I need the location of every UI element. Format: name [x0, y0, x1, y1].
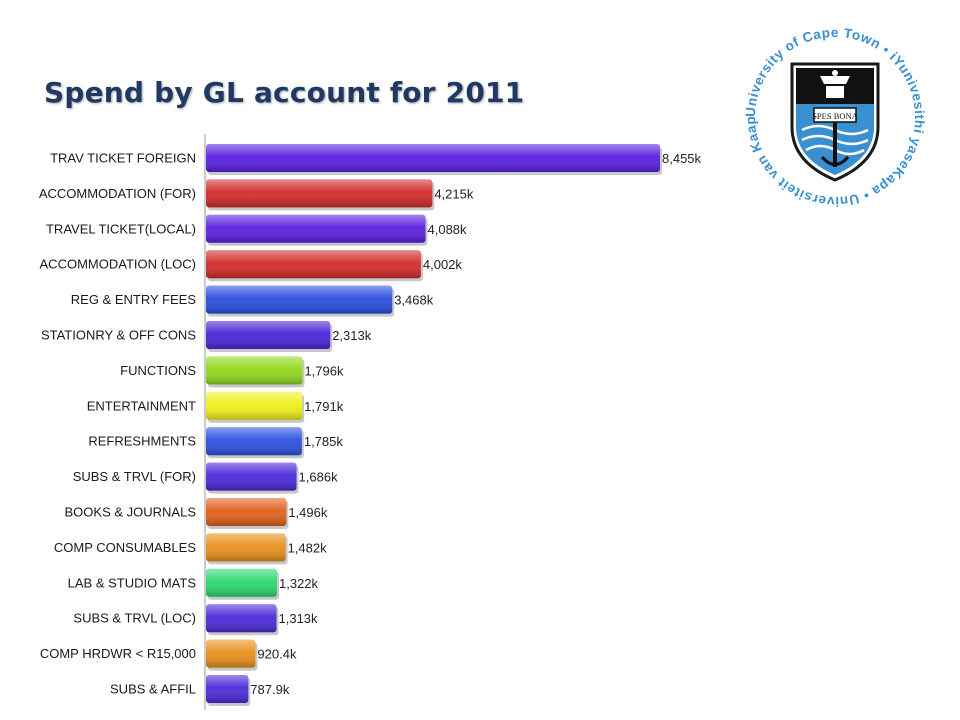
- bar-gloss: [206, 391, 303, 420]
- value-label: 1,686k: [299, 470, 339, 485]
- category-label: SUBS & AFFIL: [110, 682, 196, 697]
- value-label: 1,791k: [304, 399, 344, 414]
- category-label: ENTERTAINMENT: [87, 398, 196, 413]
- category-label: LAB & STUDIO MATS: [68, 575, 197, 590]
- category-label: STATIONRY & OFF CONS: [41, 328, 196, 343]
- shield-icon: SPES BONA: [790, 62, 880, 182]
- bar-gloss: [206, 321, 331, 349]
- value-label: 920.4k: [257, 647, 297, 662]
- value-label: 1,322k: [279, 576, 319, 591]
- bar-gloss: [206, 675, 249, 703]
- value-label: 4,088k: [428, 222, 468, 237]
- logo-motto: SPES BONA: [812, 111, 858, 121]
- bar-gloss: [206, 144, 660, 172]
- value-label: 8,455k: [662, 151, 702, 166]
- category-label: FUNCTIONS: [120, 363, 196, 378]
- value-label: 4,002k: [423, 257, 463, 272]
- category-label: REG & ENTRY FEES: [71, 292, 197, 307]
- bar-gloss: [206, 462, 297, 491]
- value-label: 3,468k: [394, 293, 434, 308]
- value-label: 2,313k: [332, 328, 372, 343]
- category-label: BOOKS & JOURNALS: [65, 505, 197, 520]
- category-label: COMP HRDWR < R15,000: [40, 646, 196, 661]
- bar-gloss: [206, 250, 421, 279]
- bar-gloss: [206, 604, 277, 633]
- value-label: 1,785k: [304, 434, 344, 449]
- bar-chart: TRAV TICKET FOREIGN 8,455k ACCOMMODATION (…: [39, 134, 702, 710]
- slide-title: Spend by GL account for 2011: [44, 76, 525, 109]
- bar-gloss: [206, 533, 286, 562]
- bar-gloss: [206, 285, 393, 314]
- category-label: ACCOMMODATION (FOR): [39, 186, 196, 201]
- bar-gloss: [206, 356, 303, 385]
- category-label: TRAVEL TICKET(LOCAL): [46, 221, 196, 236]
- value-label: 1,796k: [304, 363, 344, 378]
- bars-group: TRAV TICKET FOREIGN 8,455k ACCOMMODATION (…: [39, 144, 702, 706]
- category-label: SUBS & TRVL (FOR): [73, 469, 196, 484]
- value-label: 1,496k: [288, 505, 328, 520]
- bar-gloss: [206, 498, 287, 526]
- bar-gloss: [206, 179, 433, 208]
- value-label: 4,215k: [434, 186, 474, 201]
- category-label: COMP CONSUMABLES: [54, 540, 196, 555]
- value-label: 787.9k: [250, 682, 290, 697]
- category-label: REFRESHMENTS: [88, 434, 196, 449]
- value-label: 1,313k: [279, 611, 319, 626]
- bar-gloss: [206, 214, 426, 243]
- category-label: TRAV TICKET FOREIGN: [50, 151, 196, 166]
- bar-gloss: [206, 639, 256, 668]
- category-label: ACCOMMODATION (LOC): [40, 257, 196, 272]
- value-label: 1,482k: [288, 540, 328, 555]
- bar-gloss: [206, 568, 277, 597]
- category-label: SUBS & TRVL (LOC): [73, 611, 196, 626]
- university-logo: University of Cape Town • iYunivesithi y…: [740, 12, 926, 209]
- bar-gloss: [206, 427, 302, 456]
